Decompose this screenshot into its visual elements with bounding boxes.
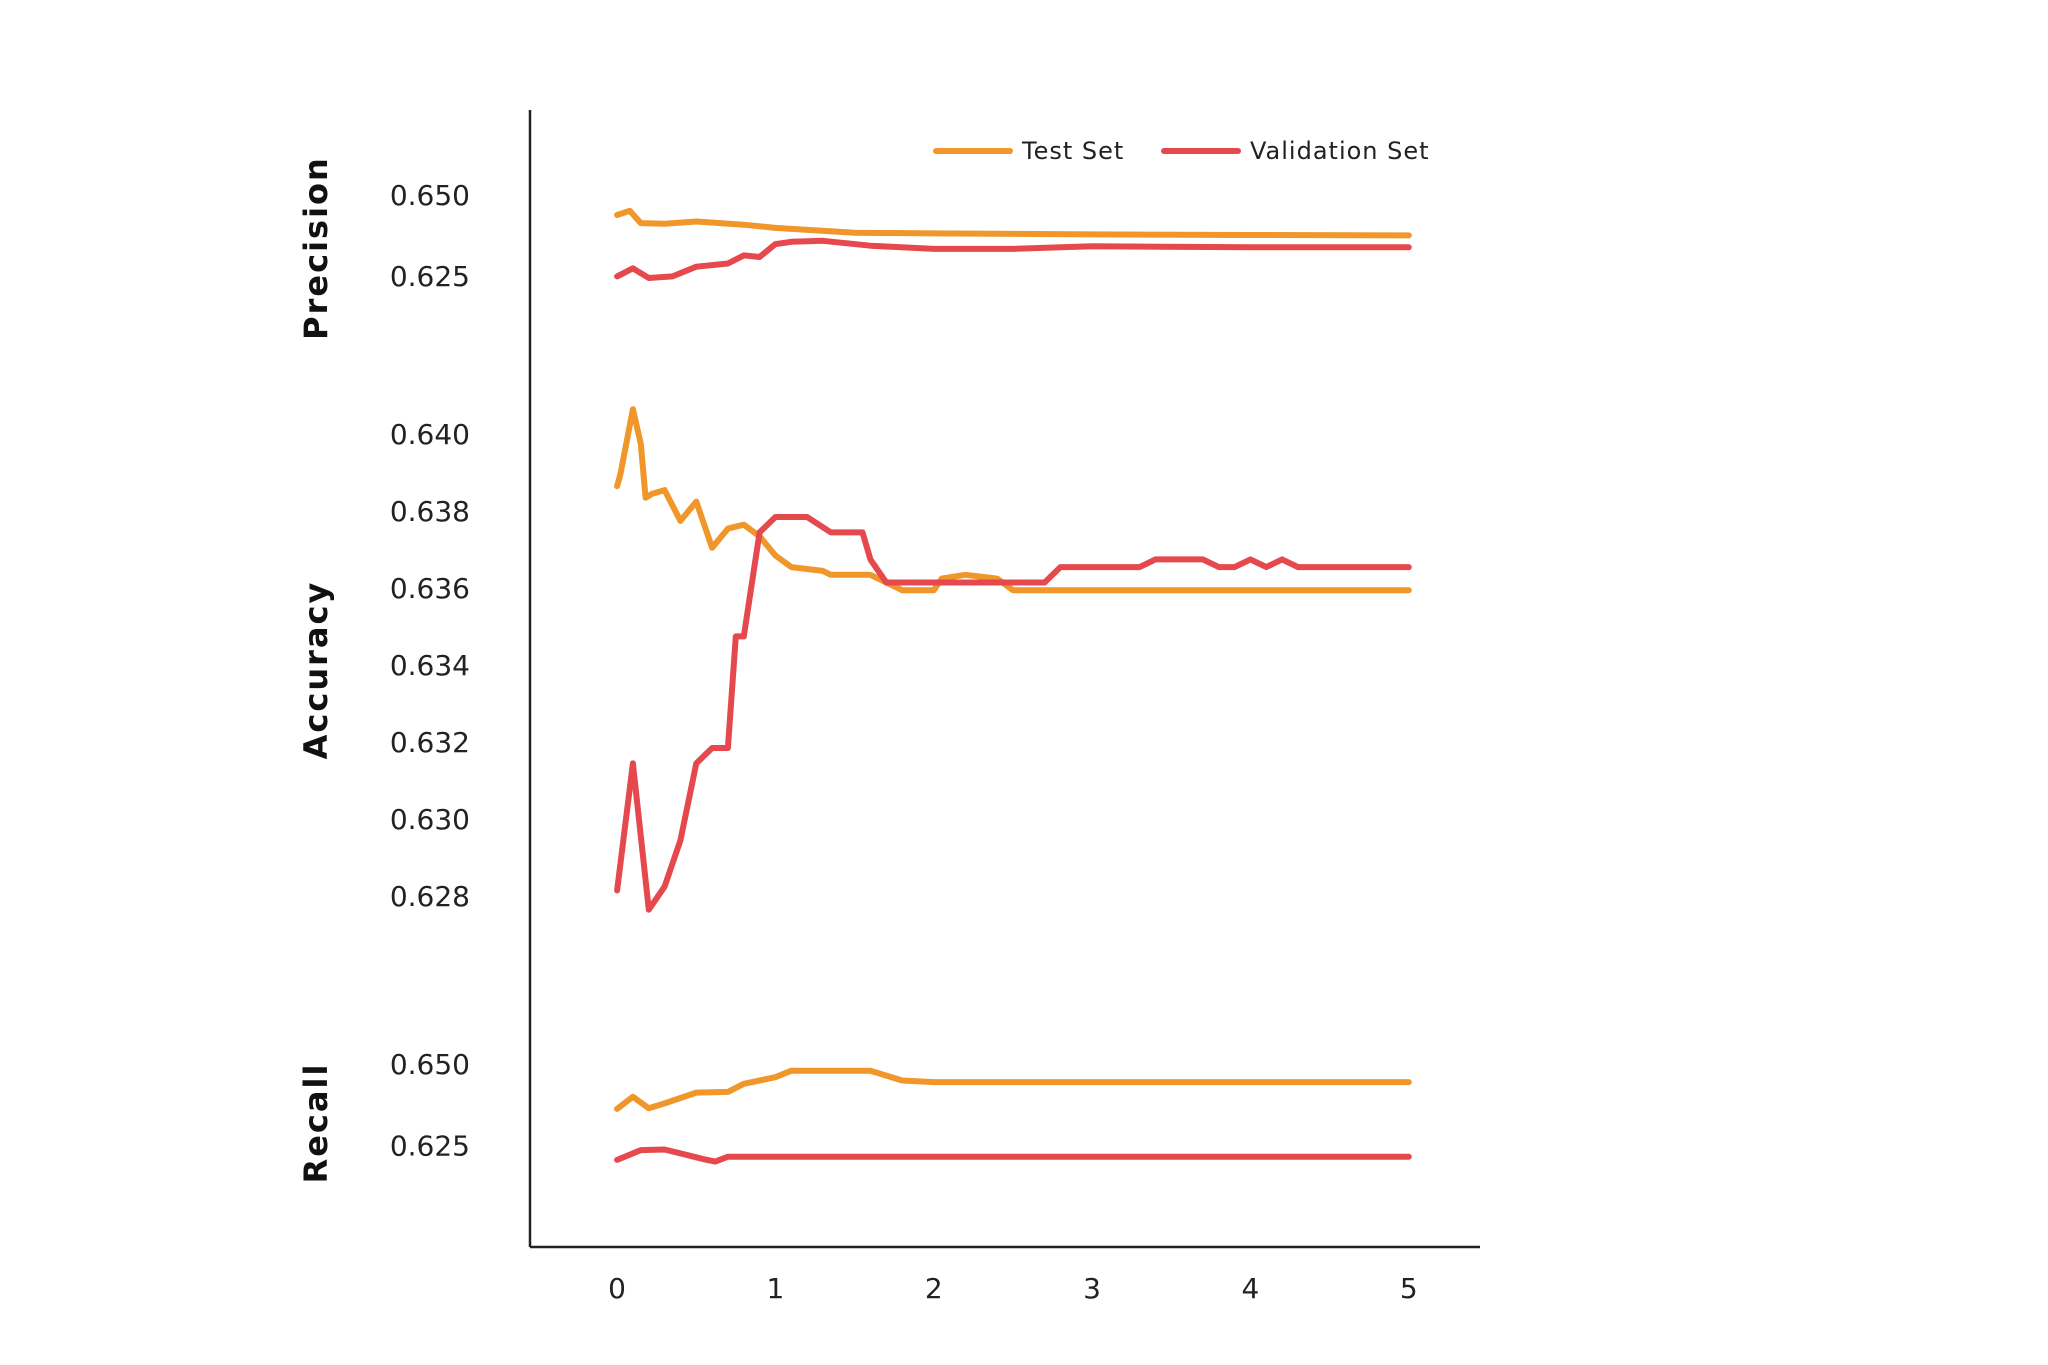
x-tick-label: 5 (1400, 1272, 1418, 1305)
test-set-line-recall (614, 1067, 1412, 1112)
x-tick-label: 3 (1083, 1272, 1101, 1305)
legend-item-validation-set: Validation Set (1161, 137, 1430, 165)
y-tick-label: 0.625 (390, 260, 470, 293)
y-tick-label: 0.632 (390, 726, 470, 759)
y-tick-label: 0.640 (390, 418, 470, 451)
x-tick-label: 2 (925, 1272, 943, 1305)
y-tick-label: 0.636 (390, 572, 470, 605)
y-tick-label: 0.650 (390, 1048, 470, 1081)
y-tick-label: 0.634 (390, 649, 470, 682)
y-tick-label: 0.650 (390, 179, 470, 212)
x-tick-label: 1 (767, 1272, 785, 1305)
axes (528, 110, 1480, 1249)
y-tick-label: 0.625 (390, 1130, 470, 1163)
series-layer (614, 207, 1412, 1165)
legend-label: Test Set (1021, 137, 1124, 165)
labels-layer: Precision 0.650 0.625 Accuracy 0.640 0.638 0.6… (297, 156, 1418, 1305)
y-tick-label: 0.630 (390, 803, 470, 836)
validation-set-line-precision (614, 237, 1412, 281)
panel-label-recall: Recall (297, 1063, 335, 1184)
legend-label: Validation Set (1250, 137, 1430, 165)
y-tick-label: 0.638 (390, 495, 470, 528)
x-tick-label: 0 (608, 1272, 626, 1305)
y-tick-label: 0.628 (390, 880, 470, 913)
legend: Test Set Validation Set (933, 137, 1430, 165)
x-tick-label: 4 (1242, 1272, 1260, 1305)
test-set-line-accuracy (614, 406, 1412, 594)
validation-set-line-accuracy (614, 514, 1412, 913)
validation-set-line-recall (614, 1146, 1412, 1165)
panel-label-accuracy: Accuracy (297, 581, 335, 760)
test-set-line-precision (614, 207, 1412, 239)
legend-item-test-set: Test Set (933, 137, 1124, 165)
panel-label-precision: Precision (297, 156, 335, 340)
